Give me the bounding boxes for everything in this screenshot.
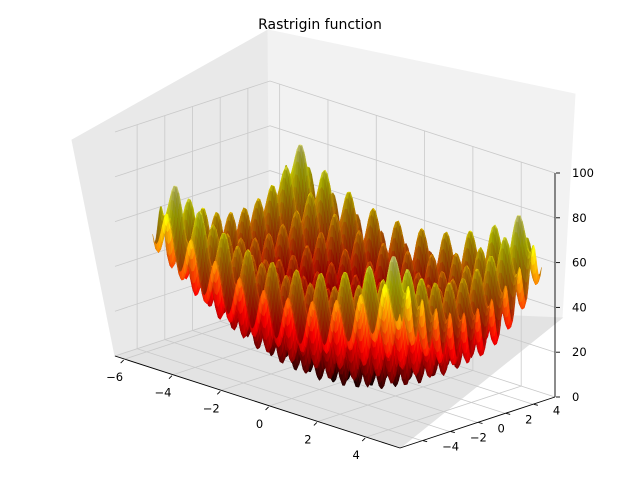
z-gridline xyxy=(114,80,556,174)
surface-plot xyxy=(152,143,542,390)
z-gridline xyxy=(114,170,556,263)
z-gridline xyxy=(114,125,556,219)
